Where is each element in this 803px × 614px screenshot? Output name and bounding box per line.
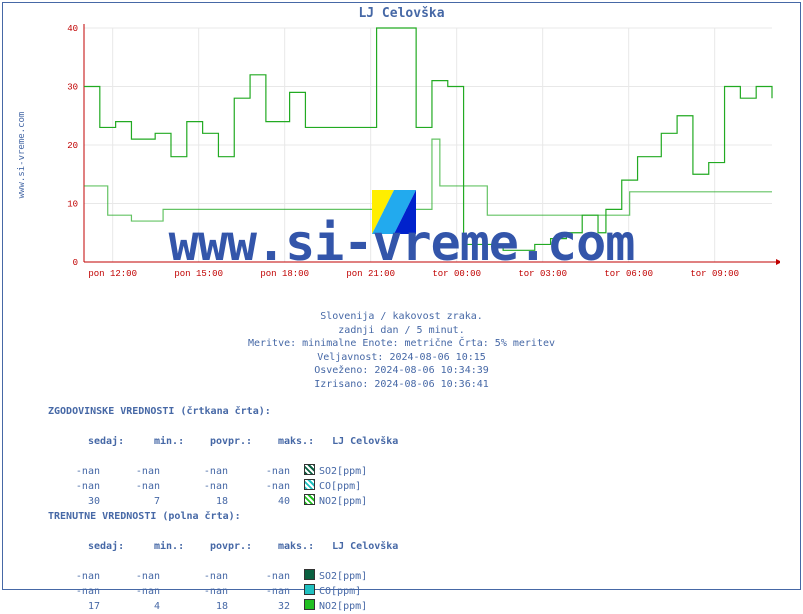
stats-value: 32 (228, 599, 290, 614)
stats-value: -nan (160, 479, 228, 494)
stats-header: sedaj: (72, 434, 124, 449)
meta-line: Izrisano: 2024-08-06 10:36:41 (0, 378, 803, 392)
stats-header: povpr.: (184, 434, 252, 449)
stats-header: povpr.: (184, 539, 252, 554)
pollutant-label: SO2[ppm] (319, 569, 367, 584)
stats-row: -nan-nan-nan-nanSO2[ppm] (48, 569, 398, 584)
pollutant-label: SO2[ppm] (319, 464, 367, 479)
stats-value: -nan (48, 479, 100, 494)
meta-line: Meritve: minimalne Enote: metrične Črta:… (0, 337, 803, 351)
stats-value: 40 (228, 494, 290, 509)
stats-value: -nan (48, 569, 100, 584)
svg-text:40: 40 (67, 24, 78, 34)
stats-header: min.: (124, 539, 184, 554)
stats-value: -nan (228, 569, 290, 584)
watermark-text: www.si-vreme.com (0, 214, 803, 272)
chart-metadata: Slovenija / kakovost zraka. zadnji dan /… (0, 310, 803, 391)
stats-row: 3071840 NO2[ppm] (48, 494, 398, 509)
legend-swatch-icon (304, 599, 315, 610)
meta-line: Veljavnost: 2024-08-06 10:15 (0, 351, 803, 365)
stats-header: min.: (124, 434, 184, 449)
stats-header: maks.: (252, 539, 314, 554)
chart-title: LJ Celovška (0, 6, 803, 21)
side-link-label: www.si-vreme.com (17, 95, 27, 215)
stats-value: -nan (228, 464, 290, 479)
stats-value: -nan (48, 464, 100, 479)
stats-hist-title: ZGODOVINSKE VREDNOSTI (črtkana črta): (48, 404, 398, 419)
stats-row: -nan-nan-nan-nanSO2[ppm] (48, 464, 398, 479)
stats-header-row: sedaj:min.:povpr.:maks.: LJ Celovška (48, 524, 398, 569)
stats-value: 18 (160, 599, 228, 614)
legend-swatch-icon (304, 494, 315, 505)
stats-header: maks.: (252, 434, 314, 449)
legend-swatch-icon (304, 464, 315, 475)
meta-line: zadnji dan / 5 minut. (0, 324, 803, 338)
stats-value: -nan (160, 569, 228, 584)
pollutant-label: CO[ppm] (319, 479, 361, 494)
meta-line: Slovenija / kakovost zraka. (0, 310, 803, 324)
stats-value: -nan (228, 479, 290, 494)
pollutant-label: NO2[ppm] (319, 599, 367, 614)
pollutant-label: NO2[ppm] (319, 494, 367, 509)
legend-swatch-icon (304, 569, 315, 580)
stats-value: -nan (100, 479, 160, 494)
stats-value: -nan (100, 569, 160, 584)
svg-text:20: 20 (67, 141, 78, 151)
stats-value: -nan (160, 464, 228, 479)
stats-row: -nan-nan-nan-nanCO[ppm] (48, 479, 398, 494)
meta-line: Osveženo: 2024-08-06 10:34:39 (0, 364, 803, 378)
stats-block: ZGODOVINSKE VREDNOSTI (črtkana črta): se… (48, 404, 398, 614)
legend-swatch-icon (304, 584, 315, 595)
stats-value: 17 (48, 599, 100, 614)
svg-text:30: 30 (67, 83, 78, 93)
stats-row: 1741832 NO2[ppm] (48, 599, 398, 614)
stats-value: 4 (100, 599, 160, 614)
stats-station-header: LJ Celovška (332, 434, 398, 449)
stats-value: 30 (48, 494, 100, 509)
stats-curr-title: TRENUTNE VREDNOSTI (polna črta): (48, 509, 398, 524)
legend-swatch-icon (304, 479, 315, 490)
stats-header-row: sedaj:min.:povpr.:maks.: LJ Celovška (48, 419, 398, 464)
stats-station-header: LJ Celovška (332, 539, 398, 554)
stats-value: 7 (100, 494, 160, 509)
stats-header: sedaj: (72, 539, 124, 554)
svg-text:10: 10 (67, 200, 78, 210)
stats-value: -nan (100, 464, 160, 479)
stats-value: 18 (160, 494, 228, 509)
